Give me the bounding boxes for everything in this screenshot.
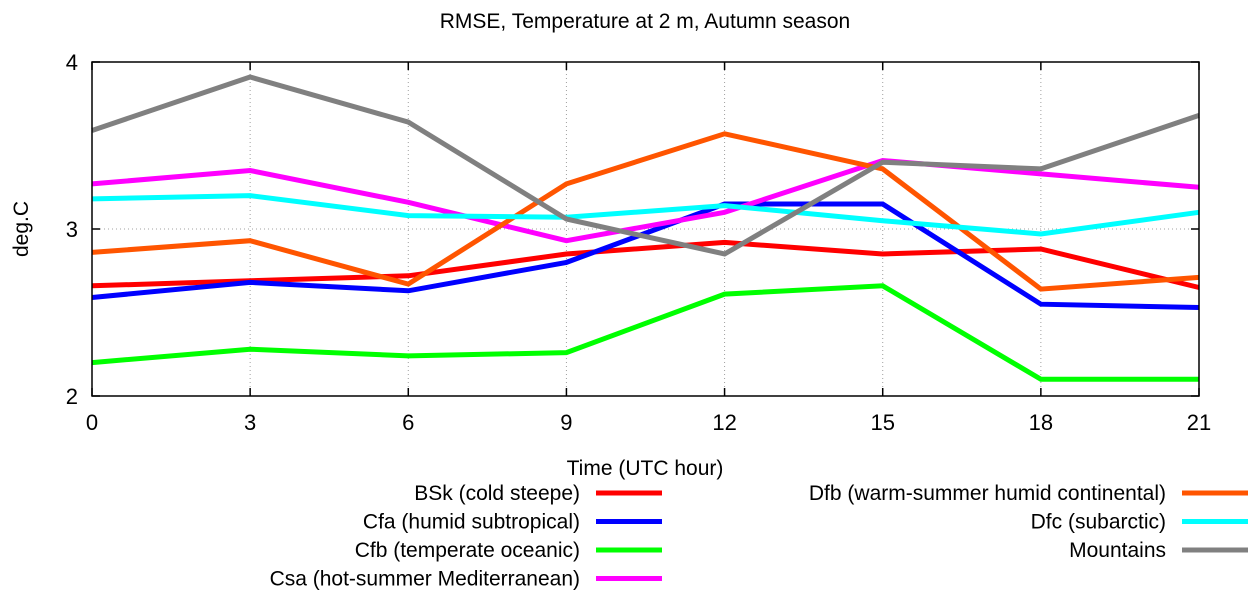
x-tick-label: 0 <box>86 410 98 435</box>
chart-title: RMSE, Temperature at 2 m, Autumn season <box>440 10 850 33</box>
legend: BSk (cold steepe) Cfa (humid subtropical)… <box>270 482 1248 591</box>
series-line-1 <box>91 201 1200 310</box>
y-tick-label: 2 <box>66 384 78 409</box>
series-lines <box>91 74 1200 382</box>
x-tick-label: 12 <box>712 410 736 435</box>
grid-lines <box>92 62 1199 396</box>
series-line-6 <box>91 74 1200 257</box>
y-tick-label: 4 <box>66 50 78 75</box>
x-tick-label: 18 <box>1029 410 1053 435</box>
x-axis-label: Time (UTC hour) <box>567 457 724 480</box>
series-line-5 <box>91 193 1200 237</box>
series-line-2 <box>91 283 1199 382</box>
legend-label: BSk (cold steepe) <box>414 482 580 505</box>
x-tick-label: 9 <box>560 410 572 435</box>
x-tick-label: 6 <box>402 410 414 435</box>
series-line-3 <box>91 157 1200 244</box>
axis-ticks: 0 3 6 9 12 15 18 21 2 3 4 <box>66 50 1211 435</box>
y-axis-label: deg.C <box>10 201 33 257</box>
legend-label: Cfa (humid subtropical) <box>363 511 580 534</box>
x-tick-label: 3 <box>244 410 256 435</box>
legend-label: Cfb (temperate oceanic) <box>355 539 580 562</box>
x-tick-label: 21 <box>1187 410 1211 435</box>
series-line-0 <box>91 239 1200 290</box>
legend-label: Mountains <box>1069 539 1166 562</box>
series-line-4 <box>91 131 1200 292</box>
legend-label: Dfc (subarctic) <box>1031 511 1166 534</box>
legend-label: Dfb (warm-summer humid continental) <box>809 482 1166 505</box>
y-tick-label: 3 <box>66 217 78 242</box>
legend-label: Csa (hot-summer Mediterranean) <box>270 568 580 591</box>
x-tick-label: 15 <box>870 410 894 435</box>
